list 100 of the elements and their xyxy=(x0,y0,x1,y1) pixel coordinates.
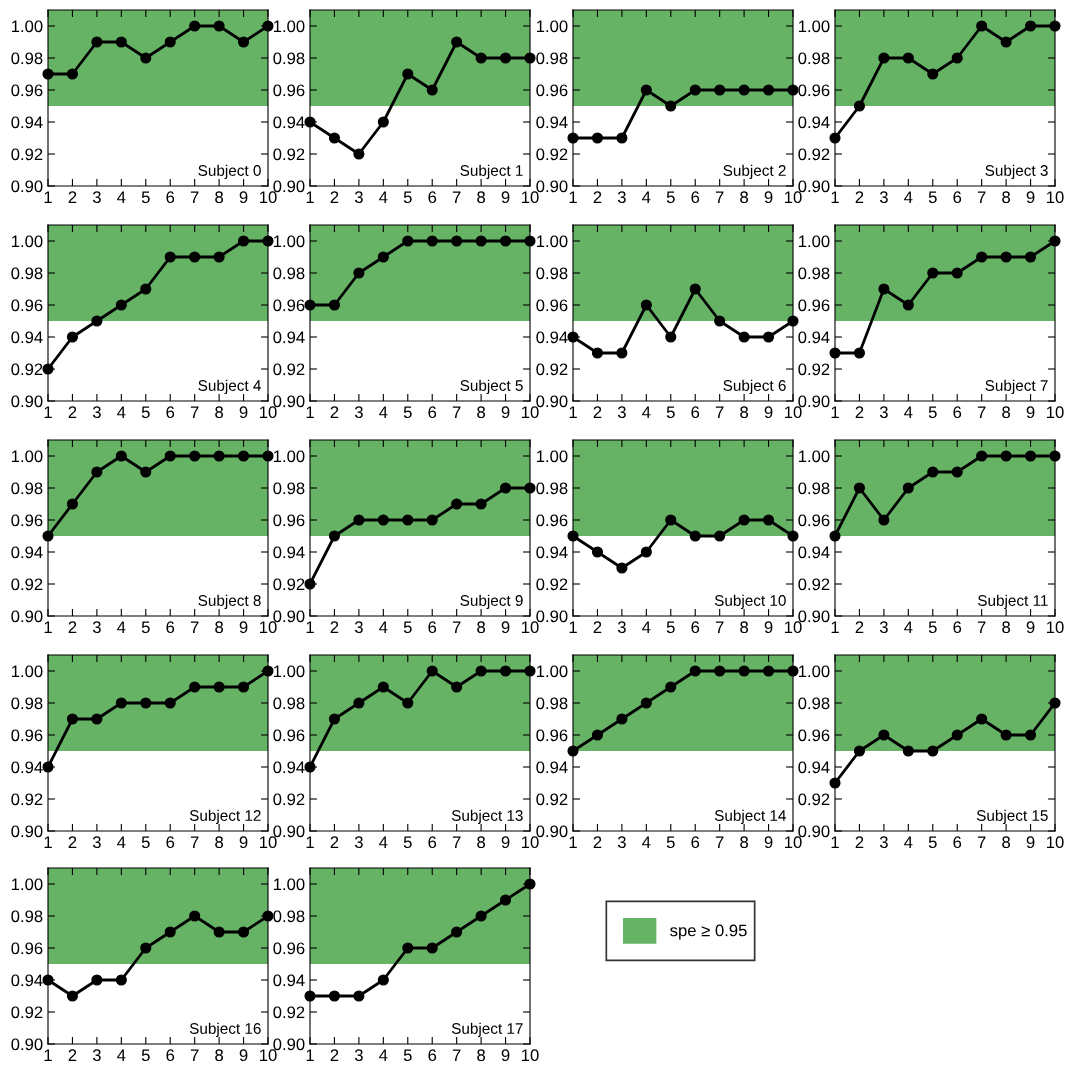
x-tick-label: 3 xyxy=(879,406,888,419)
x-tick-label: 2 xyxy=(330,406,339,418)
point xyxy=(714,530,726,542)
x-tick-label: 9 xyxy=(239,406,248,419)
x-tick-label: 1 xyxy=(306,191,314,203)
x-tick-label: 3 xyxy=(92,1049,101,1062)
annotation: Subject 15 xyxy=(976,809,1048,824)
point xyxy=(689,530,701,542)
x-tick-label: 2 xyxy=(68,191,77,203)
point xyxy=(189,450,201,462)
point xyxy=(213,681,225,693)
x-tick-label: 8 xyxy=(740,836,749,849)
x-tick-label: 5 xyxy=(928,621,937,634)
y-tick-label: 0.94 xyxy=(11,974,43,987)
x-tick-label: 5 xyxy=(928,191,937,204)
y-tick-label: 1.00 xyxy=(273,665,305,678)
point xyxy=(1049,450,1061,462)
point xyxy=(787,665,799,677)
x-tick-label: 8 xyxy=(215,621,224,634)
x-tick-label: 7 xyxy=(715,191,724,203)
point xyxy=(115,299,127,311)
x-tick-label: 5 xyxy=(666,836,675,849)
point xyxy=(66,990,79,1002)
point xyxy=(640,546,652,558)
x-tick-label: 8 xyxy=(477,836,486,849)
x-tick-label: 3 xyxy=(617,191,626,204)
y-tick-label: 0.96 xyxy=(273,84,305,97)
y-tick-label: 0.92 xyxy=(536,363,568,376)
y-tick-label: 0.90 xyxy=(273,1038,305,1051)
point xyxy=(426,235,438,247)
point xyxy=(1049,697,1061,709)
x-tick-label: 10 xyxy=(1047,406,1064,419)
y-tick-label: 0.98 xyxy=(798,267,830,280)
point xyxy=(524,878,536,890)
point xyxy=(976,251,988,263)
x-tick-label: 1 xyxy=(44,406,52,418)
point xyxy=(976,713,988,725)
point xyxy=(475,52,487,64)
point xyxy=(140,466,152,478)
x-tick-label: 9 xyxy=(501,836,510,849)
x-tick-label: 6 xyxy=(428,191,437,204)
y-tick-label: 0.96 xyxy=(536,729,568,742)
point xyxy=(902,745,914,757)
point xyxy=(853,745,866,757)
y-tick-label: 0.90 xyxy=(798,825,830,838)
point xyxy=(91,36,103,48)
x-tick-label: 1 xyxy=(306,406,314,418)
point xyxy=(91,315,103,327)
point xyxy=(262,450,274,462)
y-tick-label: 1.00 xyxy=(536,665,568,678)
point xyxy=(1049,235,1061,247)
point xyxy=(475,235,487,247)
y-tick-label: 0.98 xyxy=(11,910,43,923)
point xyxy=(689,665,701,677)
point xyxy=(377,116,389,128)
point xyxy=(951,729,963,741)
x-tick-label: 9 xyxy=(764,191,773,204)
point xyxy=(164,697,176,709)
x-tick-label: 4 xyxy=(904,406,913,418)
point xyxy=(829,777,841,789)
y-tick-label: 0.90 xyxy=(11,180,43,193)
x-tick-label: 8 xyxy=(740,406,749,419)
point xyxy=(829,132,841,144)
point xyxy=(762,514,775,526)
y-tick-label: 1.00 xyxy=(11,665,43,678)
y-tick-label: 0.92 xyxy=(273,578,305,591)
point xyxy=(927,466,939,478)
x-tick-label: 7 xyxy=(190,406,199,418)
point xyxy=(213,926,225,938)
annotation: Subject 7 xyxy=(985,379,1048,394)
y-tick-label: 0.98 xyxy=(273,267,305,280)
point xyxy=(665,331,677,343)
point xyxy=(499,482,512,494)
point xyxy=(524,52,536,64)
point xyxy=(426,665,438,677)
point xyxy=(1049,20,1061,32)
y-tick-label: 0.98 xyxy=(273,910,305,923)
x-tick-label: 2 xyxy=(855,621,864,633)
point xyxy=(66,68,79,80)
x-tick-label: 9 xyxy=(764,406,773,419)
x-tick-label: 7 xyxy=(452,836,461,848)
point xyxy=(567,132,579,144)
x-tick-label: 6 xyxy=(691,836,700,849)
x-tick-label: 9 xyxy=(501,406,510,419)
x-tick-label: 1 xyxy=(44,621,52,633)
x-tick-label: 4 xyxy=(379,621,388,633)
annotation: Subject 4 xyxy=(198,379,261,394)
point xyxy=(66,713,79,725)
point xyxy=(164,450,176,462)
x-tick-label: 2 xyxy=(593,191,602,203)
x-tick-label: 7 xyxy=(190,1049,199,1061)
y-tick-label: 0.96 xyxy=(798,299,830,312)
point xyxy=(853,100,866,112)
y-tick-label: 1.00 xyxy=(273,450,305,463)
x-tick-label: 4 xyxy=(379,1049,388,1061)
x-tick-label: 4 xyxy=(379,836,388,848)
point xyxy=(499,52,512,64)
y-tick-label: 0.96 xyxy=(536,514,568,527)
point xyxy=(738,514,750,526)
point xyxy=(475,498,487,510)
